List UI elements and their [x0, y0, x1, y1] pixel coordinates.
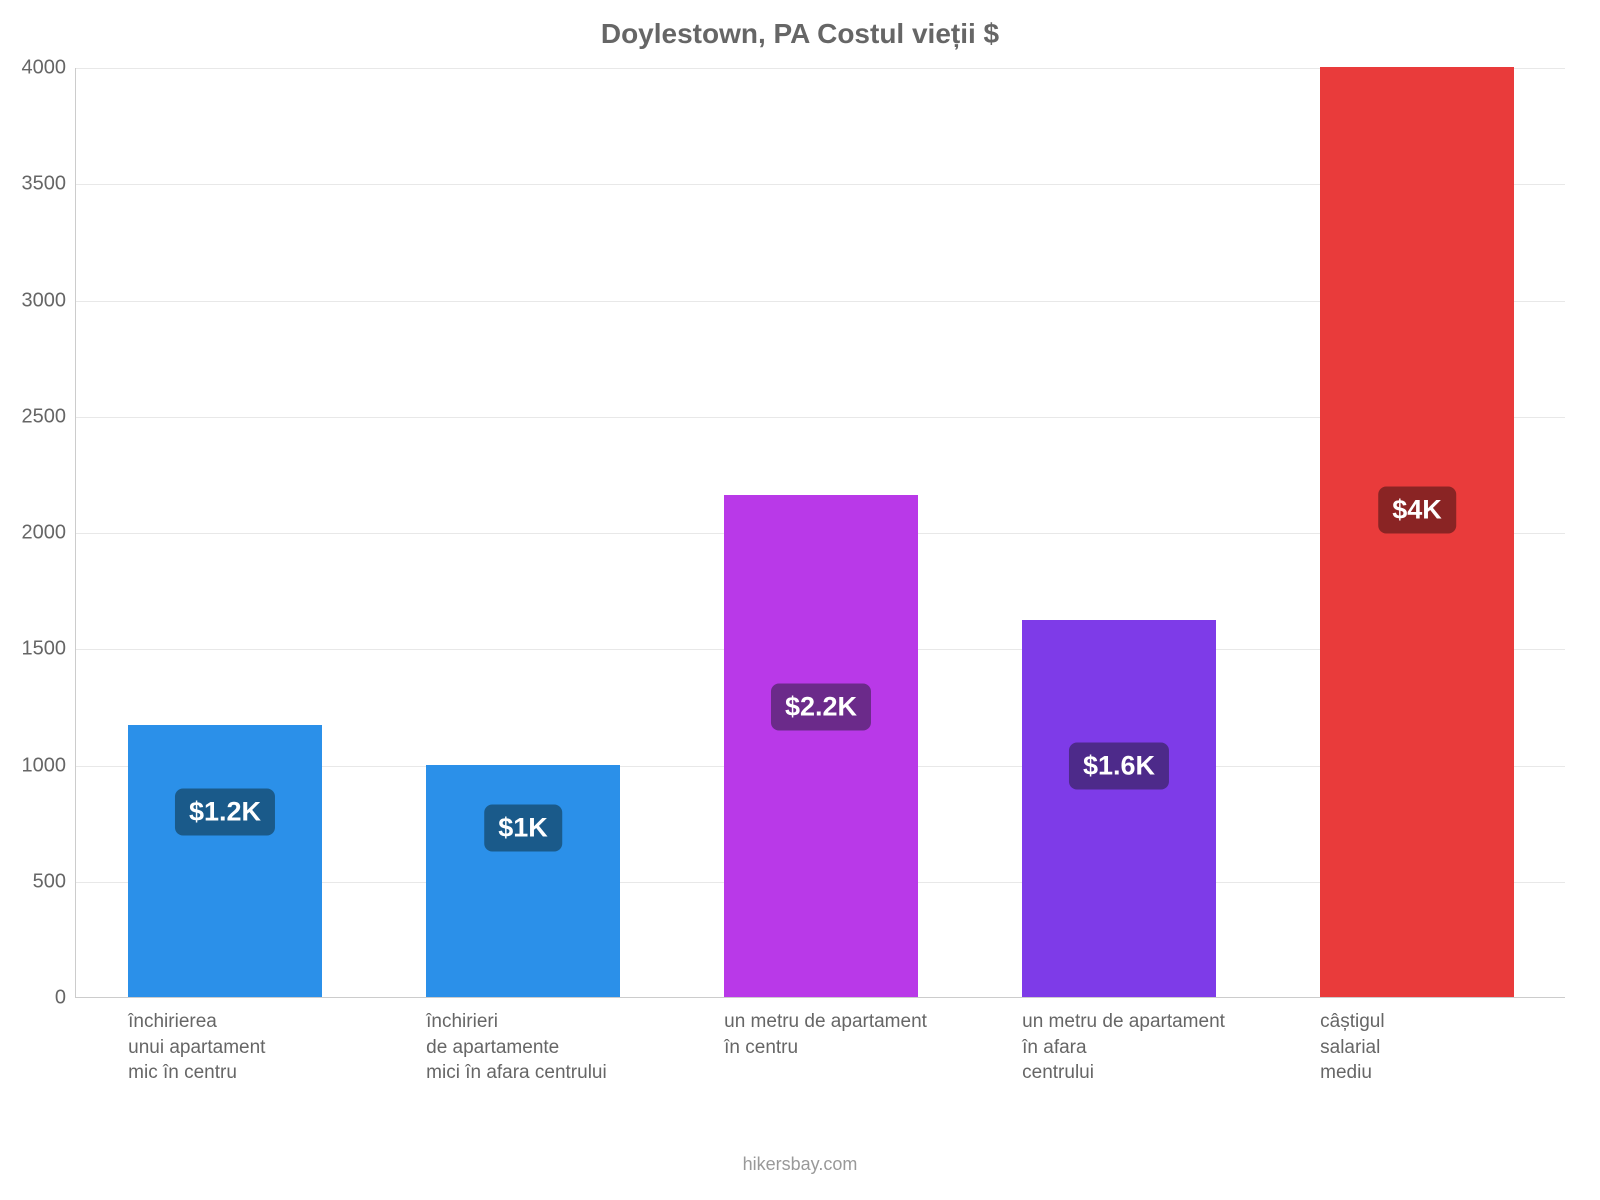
x-axis-category-label: închirieride apartamentemici în afara ce… — [426, 1009, 709, 1086]
y-axis-tick-label: 1500 — [22, 638, 67, 661]
bar — [1022, 620, 1216, 997]
attribution-text: hikersbay.com — [0, 1154, 1600, 1175]
y-axis-tick-label: 4000 — [22, 57, 67, 80]
y-axis-tick-label: 1000 — [22, 754, 67, 777]
x-axis-category-label: închiriereaunui apartamentmic în centru — [128, 1009, 411, 1086]
cost-of-living-chart: Doylestown, PA Costul vieții $ 050010001… — [0, 0, 1600, 1200]
bar-value-label: $4K — [1378, 486, 1456, 533]
x-axis-category-label: un metru de apartamentîn centru — [724, 1009, 1007, 1060]
bar — [426, 765, 620, 998]
y-axis-tick-label: 3500 — [22, 173, 67, 196]
plot-area: 05001000150020002500300035004000$1.2Kînc… — [75, 68, 1565, 998]
bar-value-label: $2.2K — [771, 684, 871, 731]
x-axis-category-label: un metru de apartamentîn afaracentrului — [1022, 1009, 1305, 1086]
y-axis-tick-label: 2000 — [22, 522, 67, 545]
y-axis-tick-label: 0 — [55, 987, 66, 1010]
y-axis-tick-label: 500 — [33, 870, 66, 893]
bar-value-label: $1K — [484, 805, 562, 852]
bar-value-label: $1.2K — [175, 789, 275, 836]
bar-value-label: $1.6K — [1069, 742, 1169, 789]
y-axis-tick-label: 3000 — [22, 289, 67, 312]
chart-title: Doylestown, PA Costul vieții $ — [0, 18, 1600, 50]
bar — [724, 495, 918, 997]
x-axis-category-label: câștigulsalarialmediu — [1320, 1009, 1600, 1086]
y-axis-tick-label: 2500 — [22, 405, 67, 428]
bar — [128, 725, 322, 997]
